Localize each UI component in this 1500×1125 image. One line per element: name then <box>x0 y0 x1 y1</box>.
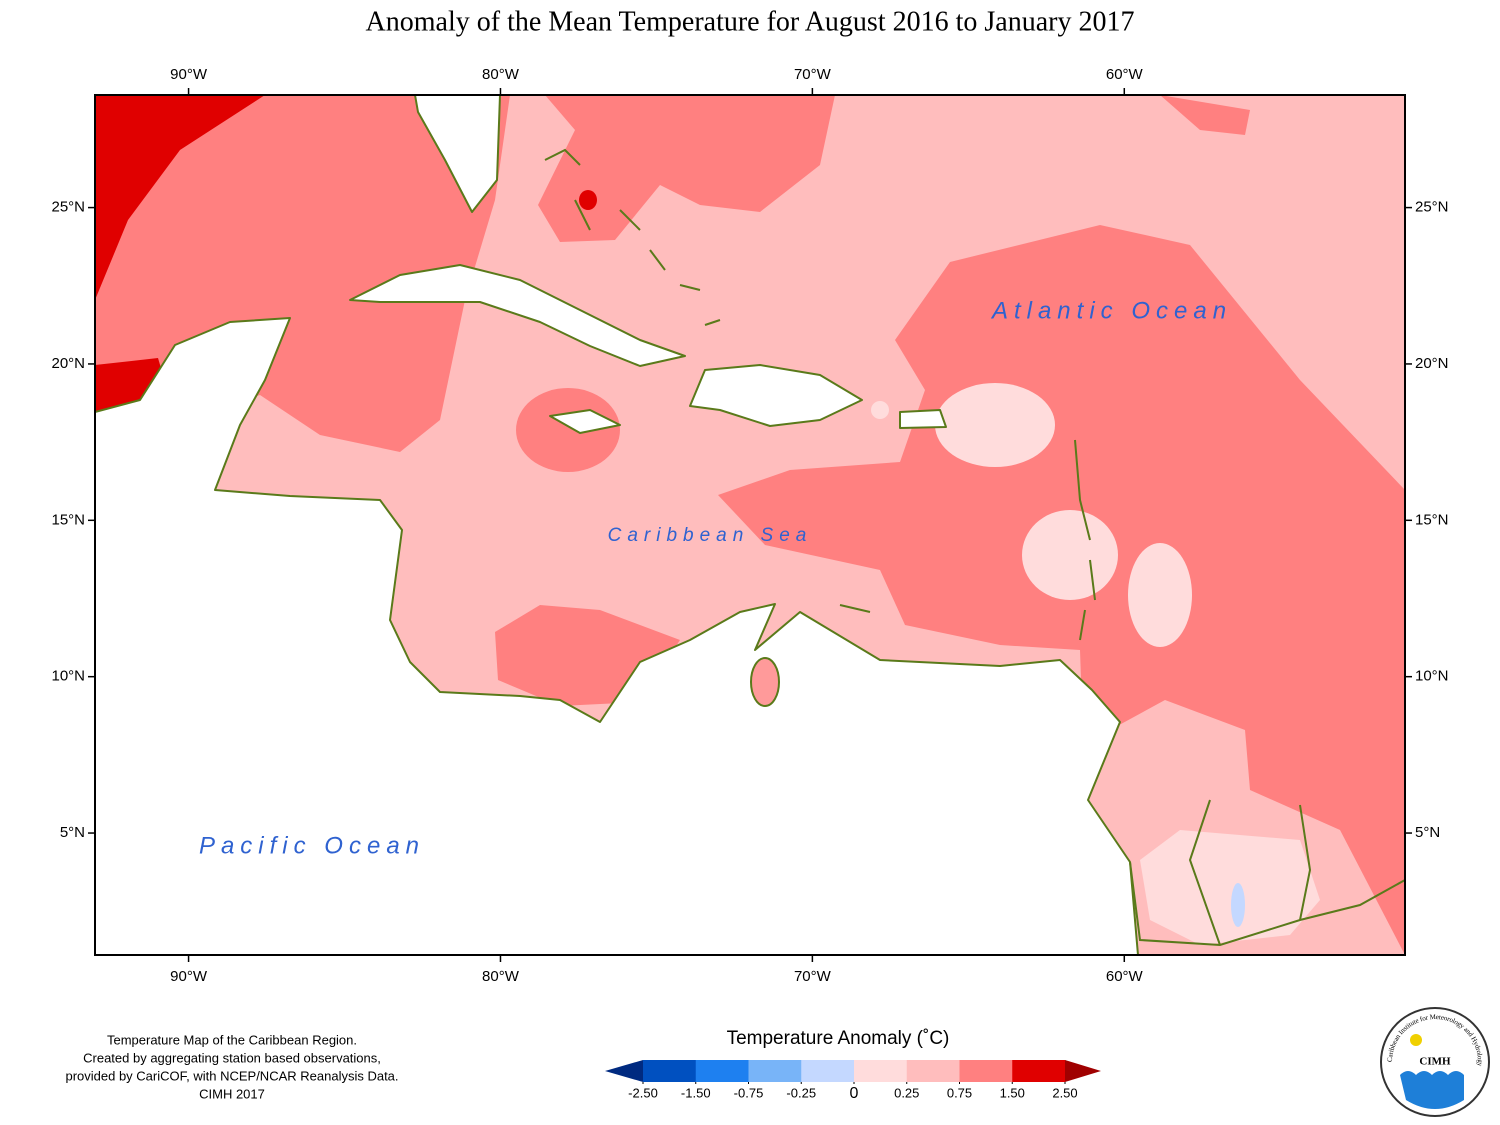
colorbar-box <box>801 1060 855 1082</box>
logo: Caribbean Institute for Meteorology and … <box>1380 1007 1490 1117</box>
map <box>95 95 1405 955</box>
anomaly-zone <box>516 388 620 472</box>
lat-tick-label: 15°N <box>1415 511 1449 528</box>
lon-tick-label: 80°W <box>482 66 520 83</box>
borders <box>1129 799 1405 947</box>
logo-waves <box>1400 1071 1464 1109</box>
colorbar-box <box>643 1060 697 1082</box>
lon-tick-label: 60°W <box>1106 968 1144 985</box>
lat-tick-label: 10°N <box>1415 668 1449 685</box>
lon-tick-label: 80°W <box>482 968 520 985</box>
land <box>349 264 686 367</box>
lat-tick-label: 20°N <box>51 355 85 372</box>
lat-tick-label: 10°N <box>51 668 85 685</box>
lat-tick-label: 25°N <box>1415 199 1449 216</box>
colorbar-tick-label: 0.75 <box>947 1085 972 1100</box>
anomaly-zone <box>1128 543 1192 647</box>
footnote: Temperature Map of the Caribbean Region.… <box>65 1032 398 1101</box>
colorbar-tick-label: -1.50 <box>681 1085 711 1100</box>
lat-tick-label: 5°N <box>60 824 85 841</box>
colorbar-tick-label: 0 <box>850 1085 859 1102</box>
colorbar-tick-label: 1.50 <box>1000 1085 1025 1100</box>
anomaly-zone <box>95 95 265 300</box>
map-frame <box>94 94 1406 956</box>
lat-tick-label: 25°N <box>51 199 85 216</box>
colorbar-box <box>854 1060 908 1082</box>
footnote-line: provided by CariCOF, with NCEP/NCAR Rean… <box>65 1068 398 1083</box>
land <box>95 317 1139 955</box>
colorbar-box <box>695 1060 749 1082</box>
lat-tick-label: 15°N <box>51 511 85 528</box>
map-title: Anomaly of the Mean Temperature for Augu… <box>366 6 1135 37</box>
colorbar-box <box>748 1060 802 1082</box>
anomaly-zone <box>1140 830 1320 945</box>
land <box>414 95 501 213</box>
footnote-line: Created by aggregating station based obs… <box>83 1050 381 1065</box>
colorbar-tick-label: 0.25 <box>894 1085 919 1100</box>
colorbar-title: Temperature Anomaly (˚C) <box>727 1028 950 1049</box>
islands <box>544 148 1096 641</box>
ocean-label: Atlantic Ocean <box>990 297 1232 324</box>
anomaly-zone <box>935 383 1055 467</box>
anomaly-zone <box>1160 95 1250 135</box>
lon-tick-label: 70°W <box>794 968 832 985</box>
land <box>549 409 621 434</box>
anomaly-zone <box>538 95 835 242</box>
colorbar-end <box>605 1060 643 1082</box>
colorbar-end <box>1065 1060 1101 1082</box>
lon-tick-label: 90°W <box>170 968 208 985</box>
colorbar-box <box>1012 1060 1066 1082</box>
anomaly-zone <box>579 190 597 210</box>
logo-name: CIMH <box>1419 1056 1451 1068</box>
land <box>689 364 863 427</box>
anomaly-zone <box>95 358 166 412</box>
colorbar-tick-label: -2.50 <box>628 1085 658 1100</box>
lat-tick-label: 5°N <box>1415 824 1440 841</box>
lon-tick-label: 90°W <box>170 66 208 83</box>
colorbar-tick-label: -0.75 <box>734 1085 764 1100</box>
lon-tick-label: 70°W <box>794 66 832 83</box>
land <box>899 409 947 429</box>
colorbar-box <box>959 1060 1013 1082</box>
ocean-label: Caribbean Sea <box>608 525 813 546</box>
colorbar-tick-label: 2.50 <box>1052 1085 1077 1100</box>
lat-tick-label: 20°N <box>1415 355 1449 372</box>
colorbar-box <box>906 1060 960 1082</box>
logo-sun <box>1410 1034 1422 1046</box>
anomaly-zone <box>1231 883 1245 927</box>
lon-tick-label: 60°W <box>1106 66 1144 83</box>
colorbar-tick-label: -0.25 <box>786 1085 816 1100</box>
footnote-line: Temperature Map of the Caribbean Region. <box>107 1032 357 1047</box>
footnote-line: CIMH 2017 <box>199 1086 265 1101</box>
anomaly-zone <box>871 401 889 419</box>
anomaly-zone <box>1022 510 1118 600</box>
ocean-label: Pacific Ocean <box>199 832 425 859</box>
lake <box>750 657 780 707</box>
